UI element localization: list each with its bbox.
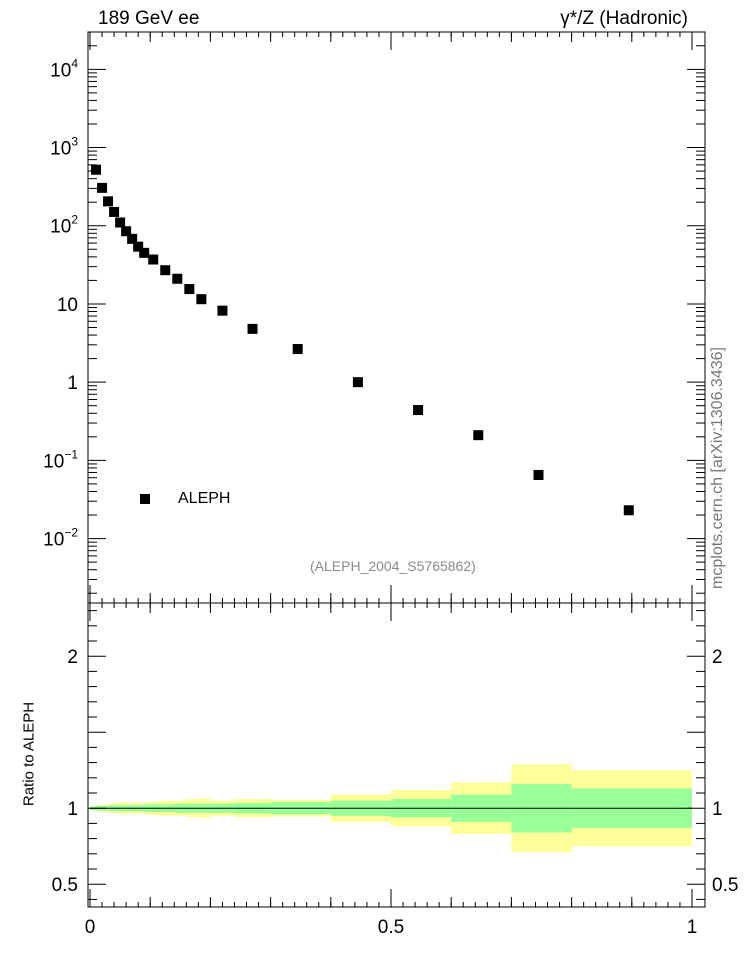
- main-ytick-label-4: 102: [50, 213, 78, 238]
- main-ytick-label-5: 103: [50, 135, 78, 160]
- xtick-label-2: 1: [687, 917, 698, 938]
- xtick-label-0: 0: [85, 917, 96, 938]
- analysis-label: (ALEPH_2004_S5765862): [310, 558, 476, 574]
- axis-ticks: [88, 31, 705, 907]
- data-point-18: [413, 405, 424, 416]
- data-point-9: [148, 254, 159, 265]
- data-point-14: [217, 305, 228, 316]
- plot-title-right: γ*/Z (Hadronic): [560, 8, 688, 29]
- xtick-label-1: 0.5: [378, 917, 404, 938]
- data-point-7: [133, 241, 144, 252]
- data-point-8: [139, 247, 150, 258]
- ratio-frame: [87, 602, 706, 908]
- data-point-11: [172, 273, 183, 284]
- ratio-ytick-label-left-1: 1: [67, 799, 78, 820]
- main-ytick-label-0: 10−2: [43, 526, 78, 551]
- legend-label: ALEPH: [178, 490, 231, 507]
- main-frame: [87, 31, 706, 604]
- main-ytick-label-6: 104: [50, 56, 78, 81]
- data-point-10: [160, 265, 171, 276]
- data-point-3: [109, 206, 120, 217]
- plot-title-left: 189 GeV ee: [98, 8, 200, 29]
- ratio-ytick-label-right-2: 2: [712, 647, 723, 668]
- ratio-ytick-label-right-1: 1: [712, 799, 723, 820]
- data-point-19: [473, 430, 484, 441]
- legend-marker: [140, 494, 150, 504]
- ratio-axis-label: Ratio to ALEPH: [20, 701, 38, 807]
- data-point-20: [533, 469, 544, 480]
- data-point-15: [247, 323, 258, 334]
- data-points: [91, 164, 634, 516]
- main-ytick-label-3: 10: [57, 295, 78, 316]
- data-point-4: [115, 217, 126, 228]
- main-ytick-label-2: 1: [67, 373, 78, 394]
- data-point-0: [91, 164, 102, 175]
- data-point-21: [623, 505, 634, 516]
- ratio-ytick-label-right-0: 0.5: [712, 875, 738, 896]
- main-ytick-label-1: 10−1: [43, 447, 78, 472]
- data-point-2: [103, 196, 114, 207]
- axis-tick-labels: 10−2 10−1 1 10 102 103 104 0.5 0.5 1 1 2 2 0 0.5 1: [43, 56, 738, 938]
- ratio-ytick-label-left-0: 0.5: [52, 875, 78, 896]
- data-point-1: [97, 182, 108, 193]
- data-point-6: [127, 233, 138, 244]
- ratio-bands: [90, 764, 692, 853]
- data-point-17: [352, 377, 363, 388]
- data-point-13: [196, 294, 207, 305]
- ratio-ytick-label-left-2: 2: [67, 647, 78, 668]
- data-point-12: [184, 284, 195, 295]
- data-point-16: [292, 344, 303, 355]
- data-point-5: [121, 226, 132, 237]
- plot-frames: [87, 31, 706, 908]
